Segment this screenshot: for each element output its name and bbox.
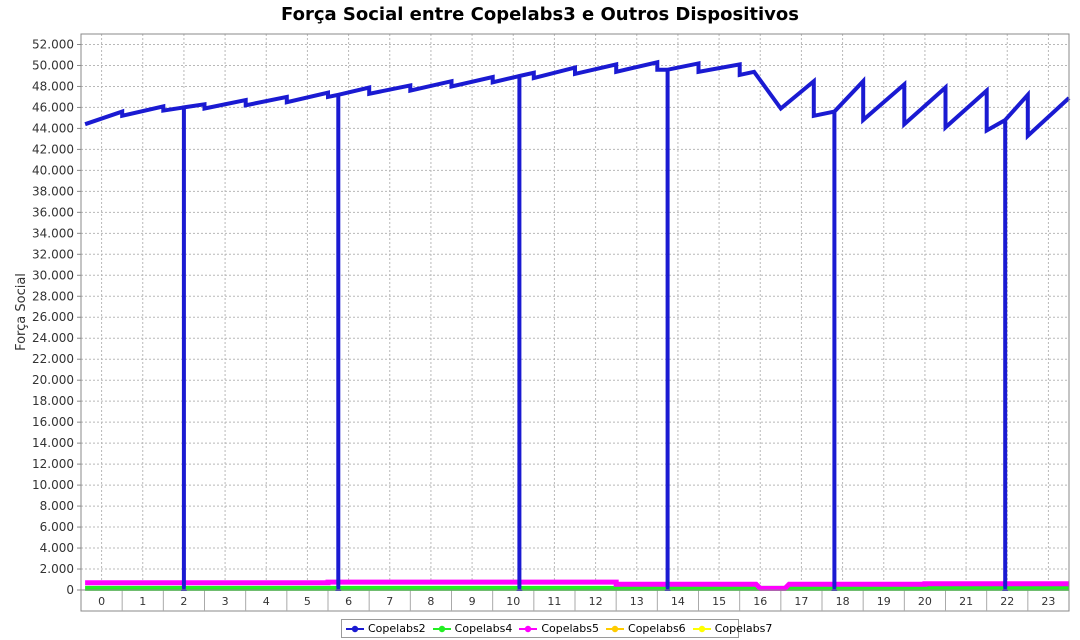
series-line-copelabs2	[84, 59, 1071, 588]
x-tick-label: 4	[263, 595, 270, 608]
y-tick-label: 22.000	[32, 352, 74, 366]
x-tick-label: 3	[222, 595, 229, 608]
legend-symbol-icon	[692, 625, 711, 632]
y-tick-label: 28.000	[32, 289, 74, 303]
grid-lines	[81, 34, 1069, 591]
legend-symbol-icon	[519, 625, 538, 632]
x-tick-label: 23	[1041, 595, 1055, 608]
x-tick-label: 1	[139, 595, 146, 608]
y-tick-label: 46.000	[32, 100, 74, 114]
legend-symbol-icon	[606, 625, 625, 632]
y-tick-label: 42.000	[32, 142, 74, 156]
legend-label: Copelabs5	[541, 622, 600, 635]
y-tick-label: 38.000	[32, 184, 74, 198]
y-tick-label: 10.000	[32, 478, 74, 492]
y-tick-label: 2.000	[40, 562, 74, 576]
y-tick-label: 20.000	[32, 373, 74, 387]
y-tick-label: 16.000	[32, 415, 74, 429]
x-tick-label: 20	[918, 595, 932, 608]
x-tick-label: 17	[794, 595, 808, 608]
y-tick-label: 4.000	[40, 541, 74, 555]
y-tick-label: 14.000	[32, 436, 74, 450]
x-tick-label: 2	[180, 595, 187, 608]
legend-item-copelabs7: Copelabs7	[692, 622, 773, 635]
legend-item-copelabs5: Copelabs5	[518, 622, 599, 635]
y-axis-label: Força Social	[14, 273, 29, 351]
legend-label: Copelabs7	[714, 622, 773, 635]
y-tick-label: 8.000	[40, 499, 74, 513]
y-tick-label: 34.000	[32, 226, 74, 240]
y-tick-label: 0	[66, 583, 74, 597]
y-tick-label: 26.000	[32, 310, 74, 324]
x-tick-label: 22	[1000, 595, 1014, 608]
x-tick-label: 16	[753, 595, 767, 608]
x-tick-label: 5	[304, 595, 311, 608]
x-tick-label: 12	[589, 595, 603, 608]
x-tick-label: 8	[427, 595, 434, 608]
y-tick-label: 40.000	[32, 163, 74, 177]
x-tick-label: 6	[345, 595, 352, 608]
x-tick-label: 15	[712, 595, 726, 608]
x-tick-label: 18	[836, 595, 850, 608]
y-tick-label: 32.000	[32, 247, 74, 261]
legend-item-copelabs2: Copelabs2	[345, 622, 426, 635]
y-tick-label: 30.000	[32, 268, 74, 282]
plot-area-border	[80, 33, 1070, 591]
chart-legend: Copelabs2 Copelabs4 Copelabs5 Copelabs6 Cope…	[341, 619, 772, 638]
x-tick-label: 7	[386, 595, 393, 608]
y-tick-label: 44.000	[32, 121, 74, 135]
x-axis: 0 1 2 3 4 5 6 7 8 9 10 11 12 13 14 15 16 17 18 19 20 21 22 23	[80, 589, 1070, 612]
series-line-copelabs5	[85, 579, 1069, 591]
x-tick-label: 14	[671, 595, 685, 608]
y-tick-label: 12.000	[32, 457, 74, 471]
legend-label: Copelabs6	[628, 622, 686, 635]
legend-symbol-icon	[346, 625, 364, 632]
legend-item-copelabs6: Copelabs6	[605, 622, 686, 635]
y-tick-label: 24.000	[32, 331, 74, 345]
y-tick-label: 6.000	[40, 520, 74, 534]
x-tick-label: 21	[959, 595, 973, 608]
x-tick-label: 13	[630, 595, 644, 608]
y-tick-label: 36.000	[32, 205, 74, 219]
x-tick-label: 10	[506, 595, 520, 608]
y-tick-label: 50.000	[32, 58, 74, 72]
chart-title: Força Social entre Copelabs3 e Outros Di…	[281, 4, 799, 25]
y-tick-label: 48.000	[32, 79, 74, 93]
legend-symbol-icon	[432, 625, 451, 632]
y-tick-label: 52.000	[32, 37, 74, 51]
legend-item-copelabs4: Copelabs4	[432, 622, 513, 635]
x-tick-label: 9	[469, 595, 476, 608]
legend-label: Copelabs4	[454, 622, 513, 635]
y-axis-ticks: 0 2.000 4.000 6.000 8.000 10.000 12.000 14.000 1…	[32, 37, 81, 597]
x-tick-label: 0	[98, 595, 105, 608]
series-lines	[84, 59, 1071, 591]
legend-label: Copelabs2	[368, 622, 426, 635]
y-tick-label: 18.000	[32, 394, 74, 408]
x-tick-label: 11	[547, 595, 561, 608]
x-tick-label: 19	[877, 595, 891, 608]
